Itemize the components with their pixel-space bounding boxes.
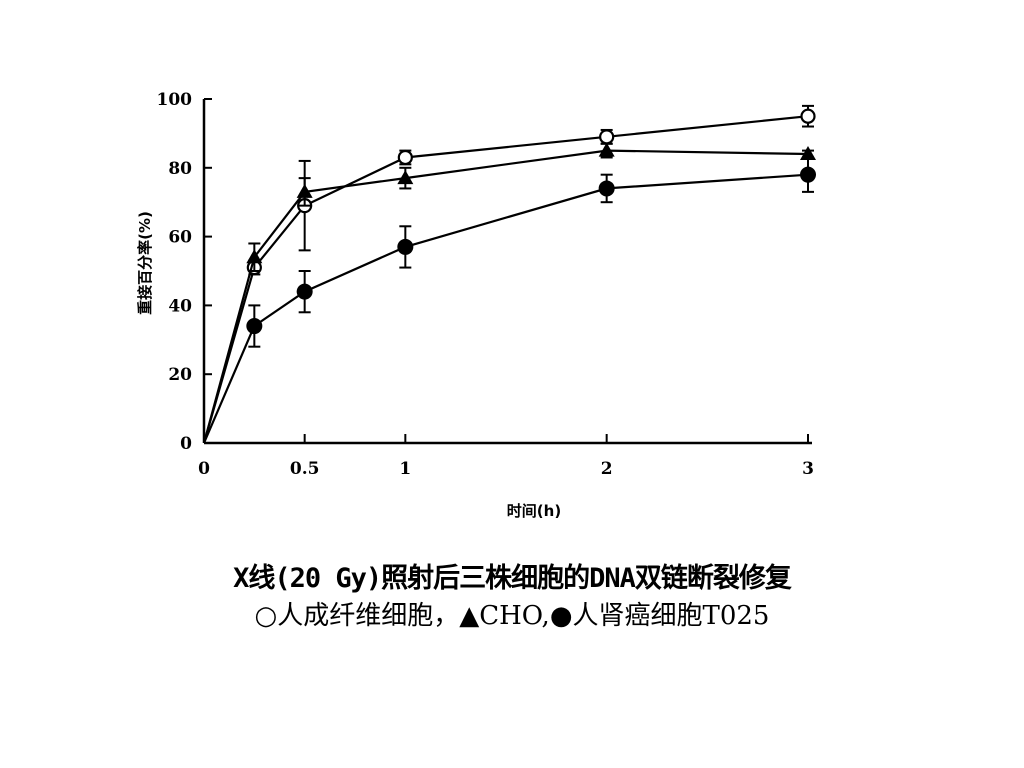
series-group <box>202 104 816 444</box>
data-point-open-circle <box>397 149 413 166</box>
y-tick-label: 40 <box>168 296 192 316</box>
series-1 <box>202 104 816 444</box>
y-axis-title: 重接百分率(%) <box>136 211 154 315</box>
y-tick-label: 80 <box>168 159 192 179</box>
data-point-filled-triangle <box>246 249 263 264</box>
data-point-open-circle <box>599 129 615 145</box>
x-axis-ticks: 0 0.5 1 2 3 <box>198 434 814 479</box>
line-chart: 0 20 40 60 80 100 0 0.5 1 2 3 重接百分率(%) 时间(h) <box>136 90 816 520</box>
caption-title: X线(20 Gy)照射后三株细胞的DNA双链断裂修复 <box>233 563 792 594</box>
data-point-filled-triangle <box>397 170 414 185</box>
y-tick-label: 100 <box>157 90 193 110</box>
caption-legend: ○人成纤维细胞，▲CHO,●人肾癌细胞T025 <box>254 601 770 631</box>
series-line <box>202 173 809 444</box>
data-point-filled-circle <box>246 318 263 335</box>
data-point-filled-circle <box>296 283 313 300</box>
y-tick-label: 20 <box>168 365 192 385</box>
data-point-filled-triangle <box>296 183 313 198</box>
data-point-open-circle <box>800 108 816 124</box>
x-tick-label: 3 <box>802 459 814 479</box>
data-point-filled-circle <box>598 180 615 197</box>
series-2 <box>202 142 816 444</box>
x-tick-label: 0.5 <box>290 459 320 479</box>
data-point-filled-triangle <box>598 142 615 157</box>
series-3 <box>202 156 816 444</box>
data-point-filled-circle <box>397 238 414 255</box>
x-tick-label: 2 <box>601 459 613 479</box>
y-tick-label: 0 <box>180 434 192 454</box>
series-line <box>202 115 809 444</box>
axes <box>202 99 812 445</box>
x-axis-title: 时间(h) <box>507 502 561 520</box>
y-axis-ticks: 0 20 40 60 80 100 <box>157 90 212 454</box>
data-point-filled-circle <box>800 166 816 183</box>
x-tick-label: 0 <box>198 459 210 479</box>
x-tick-label: 1 <box>399 459 411 479</box>
y-tick-label: 60 <box>168 228 192 248</box>
series-line <box>202 149 809 444</box>
